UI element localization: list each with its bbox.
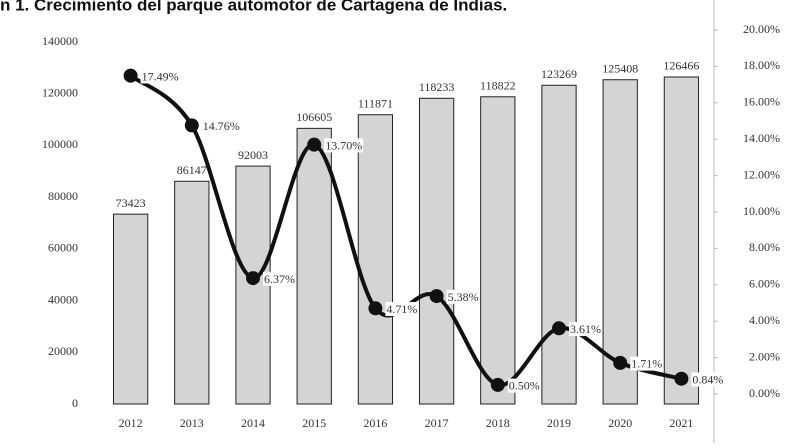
y-tick-label: 0 bbox=[72, 396, 78, 410]
y-tick-label: 60000 bbox=[48, 241, 78, 255]
bar-label: 125408 bbox=[602, 61, 638, 75]
bar bbox=[174, 180, 210, 405]
line-marker bbox=[246, 271, 260, 286]
y2-tick-label: 18.00% bbox=[743, 58, 780, 72]
line-label: 0.84% bbox=[692, 372, 723, 386]
y2-tick-label: 14.00% bbox=[743, 131, 780, 145]
label-background bbox=[691, 372, 725, 387]
x-tick-label: 2014 bbox=[241, 416, 265, 430]
y2-tick-label: 16.00% bbox=[743, 95, 780, 109]
label-background bbox=[385, 302, 419, 317]
x-tick-label: 2020 bbox=[608, 416, 632, 430]
line-marker bbox=[368, 301, 383, 316]
y-tick-label: 80000 bbox=[48, 189, 78, 203]
line-marker bbox=[613, 355, 628, 370]
line-marker bbox=[184, 118, 199, 133]
y-tick-label: 120000 bbox=[42, 85, 78, 99]
bar-label: 86147 bbox=[177, 163, 207, 177]
x-tick-label: 2019 bbox=[547, 416, 571, 430]
bar bbox=[480, 96, 516, 405]
y-tick-label: 20000 bbox=[48, 344, 78, 358]
line-label: 4.71% bbox=[386, 302, 417, 316]
line-marker bbox=[307, 137, 322, 152]
x-tick-label: 2015 bbox=[302, 416, 326, 430]
x-tick-label: 2018 bbox=[486, 416, 510, 430]
line-marker bbox=[490, 377, 505, 392]
label-background bbox=[507, 378, 541, 393]
y2-tick-label: 10.00% bbox=[743, 204, 780, 218]
x-tick-label: 2021 bbox=[669, 416, 693, 430]
bar bbox=[541, 84, 577, 405]
line-marker bbox=[674, 371, 689, 386]
line-label: 6.37% bbox=[264, 272, 295, 286]
bar bbox=[112, 213, 149, 405]
y2-tick-label: 12.00% bbox=[743, 167, 780, 181]
bar-label: 106605 bbox=[296, 110, 332, 124]
line-label: 17.49% bbox=[142, 69, 179, 83]
x-tick-label: 2016 bbox=[363, 416, 387, 430]
bar-label: 73423 bbox=[116, 196, 146, 210]
x-tick-label: 2013 bbox=[180, 416, 204, 430]
bar-label: 123269 bbox=[541, 67, 577, 81]
y2-tick-label: 20.00% bbox=[743, 22, 780, 36]
y2-tick-label: 4.00% bbox=[749, 313, 780, 327]
label-background bbox=[263, 271, 296, 286]
line-label: 0.50% bbox=[509, 379, 540, 393]
line-label: 14.76% bbox=[203, 119, 240, 133]
bar-label: 126466 bbox=[663, 59, 699, 73]
bar bbox=[357, 114, 394, 405]
line-marker bbox=[429, 289, 444, 304]
line-marker bbox=[123, 68, 138, 83]
line-label: 5.38% bbox=[448, 290, 479, 304]
label-background bbox=[324, 138, 364, 153]
label-background bbox=[446, 289, 480, 304]
y-tick-label: 140000 bbox=[42, 34, 78, 48]
y2-tick-label: 0.00% bbox=[749, 386, 780, 400]
bar-label: 111871 bbox=[358, 96, 393, 110]
bar bbox=[663, 76, 700, 405]
line-marker bbox=[552, 321, 566, 336]
line-label: 13.70% bbox=[325, 138, 362, 152]
line-label: 1.71% bbox=[631, 357, 662, 371]
bar bbox=[418, 97, 455, 405]
label-background bbox=[630, 356, 664, 371]
chart-title: n 1. Crecimiento del parque automotor de… bbox=[0, 0, 507, 14]
y-tick-label: 100000 bbox=[42, 137, 78, 151]
bar-label: 118233 bbox=[419, 80, 455, 94]
bar bbox=[602, 79, 638, 405]
y-tick-label: 40000 bbox=[48, 292, 78, 306]
y2-tick-label: 8.00% bbox=[749, 240, 780, 254]
label-background bbox=[569, 322, 602, 337]
label-background bbox=[140, 69, 180, 84]
x-tick-label: 2017 bbox=[425, 416, 449, 430]
line-label: 3.61% bbox=[570, 322, 601, 336]
bar-label: 92003 bbox=[238, 148, 268, 162]
y2-tick-label: 2.00% bbox=[749, 349, 780, 363]
x-tick-label: 2012 bbox=[119, 416, 143, 430]
label-background bbox=[201, 119, 241, 134]
bar-label: 118822 bbox=[480, 79, 516, 93]
bar bbox=[296, 127, 332, 405]
y2-tick-label: 6.00% bbox=[749, 277, 780, 291]
